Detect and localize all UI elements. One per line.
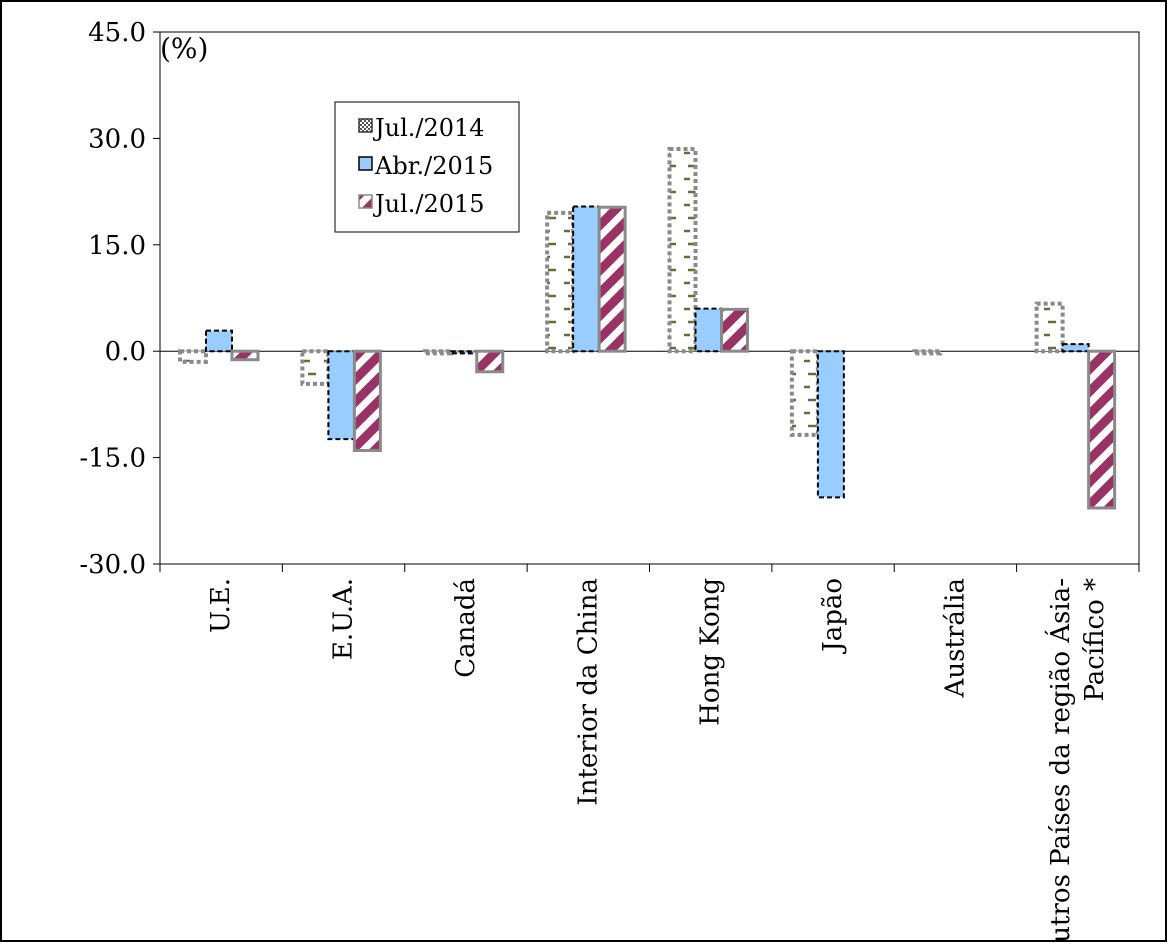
y-tick-label: 45.0 (88, 18, 146, 48)
unit-label: (%) (160, 32, 208, 65)
bar-series1 (1034, 301, 1065, 354)
bar-series2 (1061, 343, 1090, 353)
bar-series2 (694, 307, 723, 353)
legend-label: Jul./2015 (372, 190, 485, 218)
category-label: Outros Países da região Ásia- (1044, 578, 1076, 940)
bar-series1 (912, 349, 943, 356)
bar-series2 (449, 350, 478, 355)
bar-series3 (352, 349, 382, 453)
y-tick-label: 30.0 (88, 124, 146, 154)
category-label: Austrália (940, 578, 970, 698)
legend: Jul./2014 Abr./2015 Jul./2015 (334, 101, 520, 233)
bar-series2 (205, 329, 233, 353)
legend-marker-series1 (358, 118, 373, 133)
y-tick-label: -15.0 (79, 444, 146, 474)
bar-series1 (789, 349, 820, 437)
bar-series3 (1087, 349, 1117, 510)
category-label: Pacífico * (1080, 578, 1110, 702)
y-tick-label: -30.0 (79, 550, 146, 580)
bar-series2 (572, 205, 601, 353)
bar-series1 (667, 147, 698, 354)
bar-series1 (300, 349, 331, 386)
legend-label: Jul./2014 (372, 114, 485, 142)
bar-series3 (597, 205, 627, 353)
legend-marker-series3 (358, 194, 373, 209)
plot-area (159, 31, 1140, 565)
y-tick-label: 15.0 (88, 231, 146, 261)
bar-series1 (422, 349, 453, 356)
bar-series3 (475, 349, 505, 374)
bar-series3 (720, 307, 749, 353)
bar-series1 (178, 349, 208, 364)
bar-series2 (327, 350, 356, 441)
bar-series1 (545, 210, 576, 354)
category-label: E.U.A. (329, 578, 359, 660)
bar-series2 (816, 350, 845, 499)
category-label: Japão (818, 578, 848, 655)
category-label: Canadá (451, 578, 481, 678)
category-label: Interior da China (573, 578, 603, 806)
legend-marker-series2 (358, 156, 373, 171)
y-tick-label: 0.0 (105, 337, 146, 367)
category-label: Hong Kong (696, 578, 726, 726)
bar-series3 (230, 349, 260, 362)
category-label: U.E. (206, 578, 236, 633)
legend-label: Abr./2015 (374, 152, 493, 180)
